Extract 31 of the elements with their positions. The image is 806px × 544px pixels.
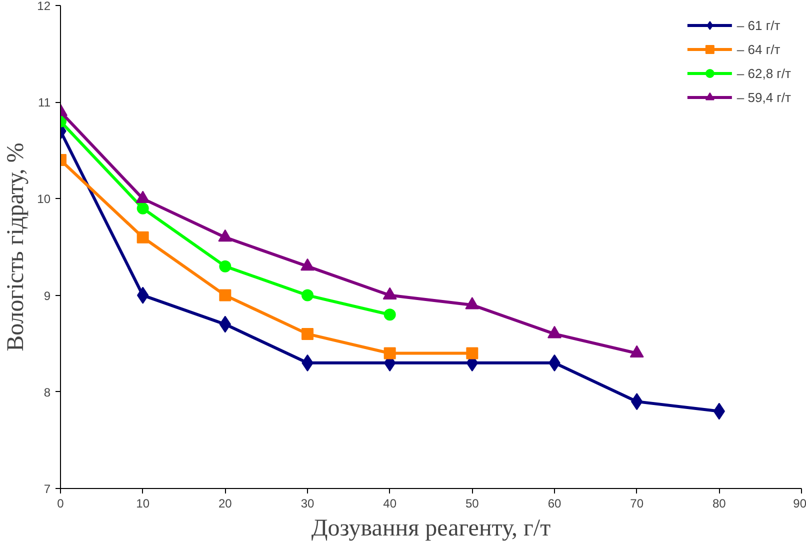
- legend-label: – 62,8 г/т: [736, 66, 791, 80]
- y-tick-label: 8: [44, 385, 51, 400]
- x-tick-label: 50: [465, 496, 480, 510]
- x-axis-title: Дозування реагенту, г/т: [311, 516, 552, 542]
- point: [136, 202, 149, 214]
- point: [219, 289, 232, 302]
- x-tick-label: 80: [712, 496, 726, 510]
- legend-label: – 64 г/т: [736, 42, 780, 56]
- x-tick-label: 90: [793, 496, 806, 510]
- legend-label: – 59,4 г/т: [736, 90, 791, 104]
- y-tick-label: 7: [44, 482, 51, 496]
- x-tick-label: 40: [383, 496, 397, 510]
- x-tick-label: 70: [630, 496, 644, 510]
- x-tick-label: 20: [218, 496, 232, 510]
- x-tick-label: 10: [136, 496, 150, 510]
- legend-label: – 61 г/т: [736, 18, 780, 32]
- point: [302, 328, 314, 340]
- point: [219, 260, 232, 272]
- y-axis-title: Вологість гідрату, %: [3, 142, 30, 352]
- y-tick-label: 12: [37, 0, 51, 13]
- point: [302, 289, 314, 302]
- x-tick-label: 60: [548, 496, 562, 510]
- point: [384, 308, 396, 321]
- point: [136, 231, 149, 244]
- point: [384, 347, 396, 360]
- y-tick-label: 11: [38, 96, 51, 110]
- x-tick-label: 0: [57, 496, 64, 510]
- y-tick-label: 10: [37, 192, 51, 206]
- y-tick-label: 9: [44, 288, 51, 303]
- x-tick-label: 30: [300, 496, 314, 510]
- point: [466, 347, 478, 360]
